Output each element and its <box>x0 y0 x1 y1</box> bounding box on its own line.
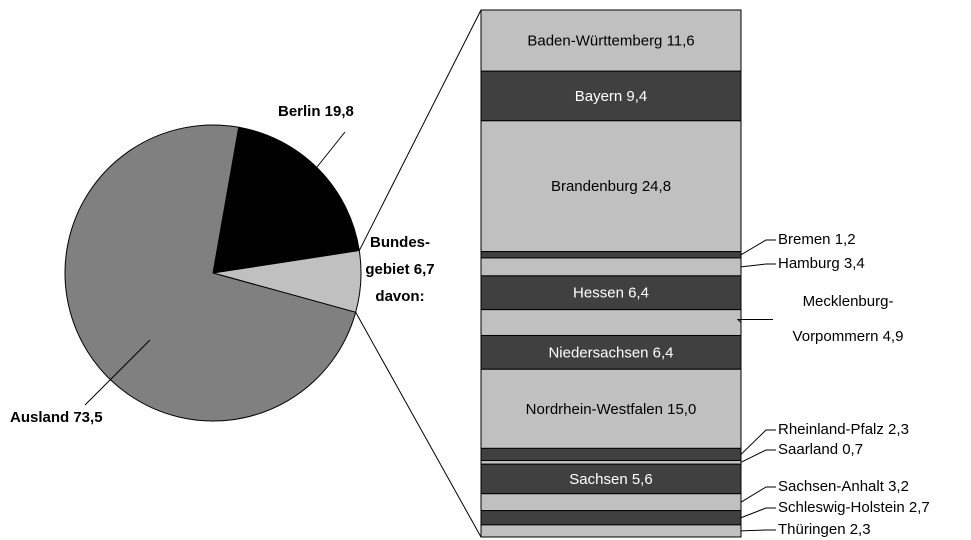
pie-label: Bundes- <box>370 234 430 251</box>
bar-segment <box>480 334 742 370</box>
bar-segment <box>480 275 742 311</box>
bar-label: Schleswig-Holstein 2,7 <box>778 499 930 516</box>
bar-segment <box>480 309 742 336</box>
bar-label: Sachsen 5,6 <box>569 471 652 488</box>
bar-label: Bayern 9,4 <box>575 88 648 105</box>
bar-segment <box>480 251 742 259</box>
leader-line <box>736 319 773 323</box>
pie-label: davon: <box>375 288 424 305</box>
bar-segment <box>480 120 742 253</box>
bar-label: Sachsen-Anhalt 3,2 <box>778 478 909 495</box>
bar-label: Saarland 0,7 <box>778 441 863 458</box>
connector <box>355 312 482 538</box>
leader-line <box>740 507 776 519</box>
leader-line <box>740 263 776 268</box>
bar-segment <box>480 257 742 277</box>
pie-slice <box>212 126 360 274</box>
leader-line <box>740 449 776 463</box>
bar-segment <box>480 9 742 72</box>
bar-label: Bremen 1,2 <box>778 231 856 248</box>
bar-label: Hessen 6,4 <box>573 285 649 302</box>
bar-label: Mecklenburg- <box>803 293 894 310</box>
bar-segment <box>480 447 742 462</box>
bar-label: Niedersachsen 6,4 <box>548 344 673 361</box>
leader-line <box>304 131 346 183</box>
bar-segment <box>480 510 742 526</box>
bar-segment <box>480 460 742 465</box>
leader-line <box>84 339 151 406</box>
pie-label: Berlin 19,8 <box>278 103 354 120</box>
leader-line <box>740 529 776 532</box>
bar-label: Hamburg 3,4 <box>778 255 865 272</box>
leader-line <box>740 239 776 256</box>
bar-segment <box>480 493 742 512</box>
bar-label: Thüringen 2,3 <box>778 521 871 538</box>
pie-label: gebiet 6,7 <box>365 261 434 278</box>
bar-label: Vorpommern 4,9 <box>793 328 904 345</box>
bar-label: Nordrhein-Westfalen 15,0 <box>526 401 697 418</box>
bar-label: Baden-Württemberg 11,6 <box>527 33 694 50</box>
connector <box>358 9 482 251</box>
pie-slice <box>64 124 357 422</box>
leader-line <box>740 486 776 503</box>
bar-label: Brandenburg 24,8 <box>551 178 671 195</box>
bar-segment <box>480 70 742 122</box>
pie-label: Ausland 73,5 <box>10 409 103 426</box>
bar-segment <box>480 368 742 449</box>
bar-segment <box>480 524 742 538</box>
leader-line <box>740 429 776 455</box>
bar-label: Rheinland-Pfalz 2,3 <box>778 421 909 438</box>
